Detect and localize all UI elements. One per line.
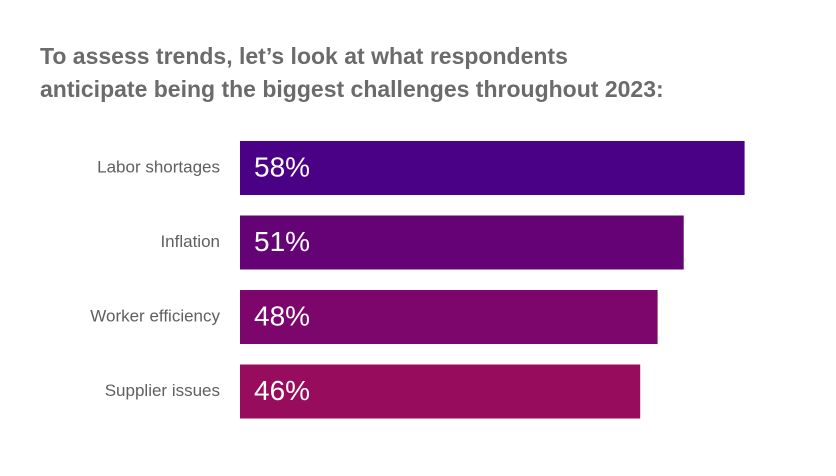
value-label: 46% xyxy=(254,375,310,406)
category-label: Worker efficiency xyxy=(90,306,220,325)
value-label: 51% xyxy=(254,226,310,257)
category-label: Labor shortages xyxy=(97,157,220,176)
bar-labor-shortages xyxy=(240,141,745,195)
chart-title-line-2: anticipate being the biggest challenges … xyxy=(40,76,664,102)
chart-title: To assess trends, let’s look at what res… xyxy=(40,40,800,106)
category-label: Inflation xyxy=(160,232,220,251)
chart-title-line-1: To assess trends, let’s look at what res… xyxy=(40,43,568,69)
category-label: Supplier issues xyxy=(105,381,220,400)
bar-inflation xyxy=(240,215,684,270)
value-label: 58% xyxy=(254,151,310,182)
value-label: 48% xyxy=(254,300,310,331)
bar-supplier-issues xyxy=(240,364,641,419)
bar-worker-efficiency xyxy=(240,290,658,344)
